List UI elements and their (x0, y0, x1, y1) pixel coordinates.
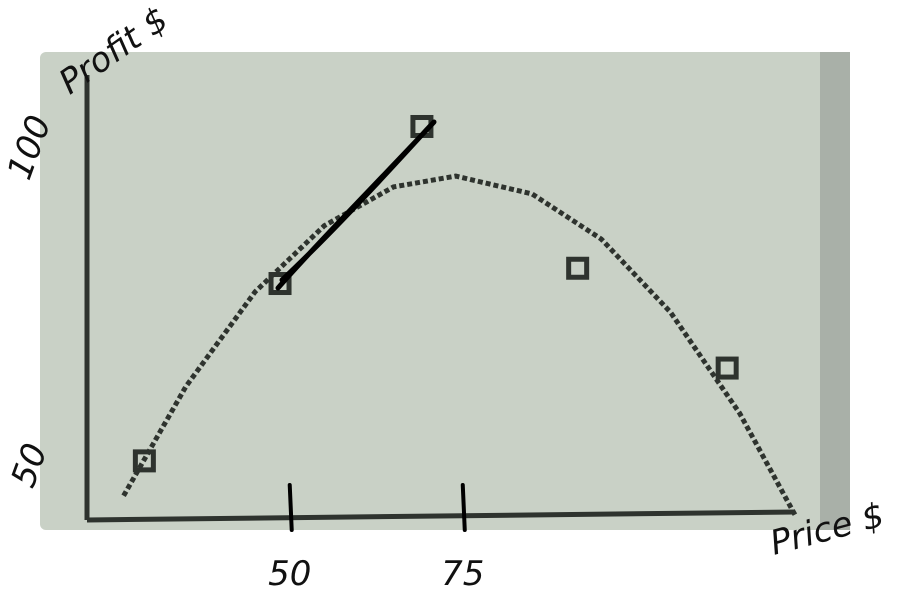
x-tick (290, 485, 292, 530)
screen-edge (820, 52, 850, 530)
chart: Profit $ Price $ 507550100 (0, 0, 898, 612)
x-tick-label: 75 (441, 554, 484, 594)
calculator-screen (40, 52, 850, 530)
x-tick (463, 485, 465, 530)
x-tick-label: 50 (268, 554, 311, 594)
